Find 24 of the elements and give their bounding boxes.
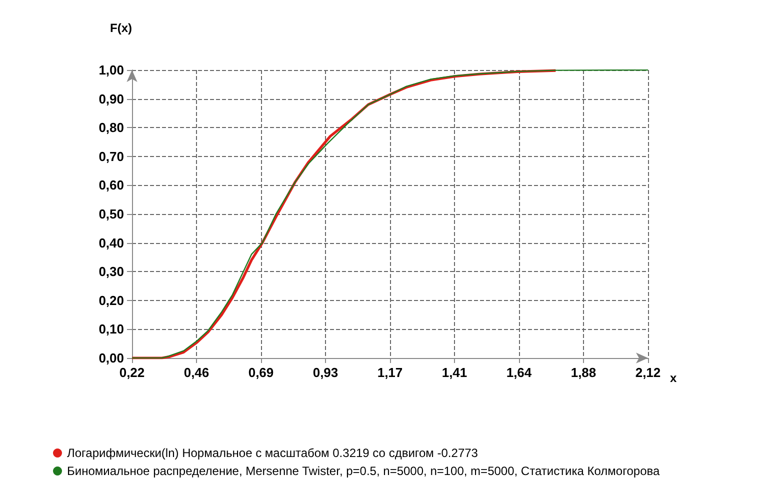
y-tick-label: 0,30: [98, 264, 124, 280]
x-tick-label: 0,22: [119, 365, 145, 380]
y-tick-label: 0,00: [98, 350, 124, 366]
y-axis-title: F(x): [110, 21, 132, 35]
x-tick-label: 1,88: [570, 365, 596, 380]
x-axis-title: x: [670, 371, 677, 385]
y-tick-label: 0,80: [98, 120, 124, 136]
y-tick-label: 1,00: [98, 62, 124, 78]
x-tick-label: 1,64: [506, 365, 532, 380]
x-tick-label: 0,46: [184, 365, 210, 380]
y-tick-label: 0,50: [98, 206, 124, 222]
x-tick-label: 2,12: [635, 365, 661, 380]
y-tick-label: 0,60: [98, 178, 124, 193]
legend-label: Биномиальное распределение, Mersenne Twister, p=0.5, n=5000, n=100, m=5000, Статистика Колмогорова: [67, 464, 660, 478]
y-tick-label: 0,40: [98, 235, 124, 250]
y-tick-label: 0,10: [98, 322, 124, 337]
x-tick-label: 1,41: [442, 365, 468, 380]
x-tick-label: 0,93: [312, 365, 338, 380]
legend-label: Логарифмически(ln) Нормальное с масштабом 0.3219 со сдвигом -0.2773: [67, 446, 478, 460]
x-tick-label: 0,69: [248, 365, 274, 380]
y-tick-label: 0,20: [98, 292, 124, 308]
x-tick-label: 1,17: [377, 365, 403, 380]
y-tick-label: 0,90: [98, 91, 124, 106]
y-tick-label: 0,70: [98, 148, 124, 164]
